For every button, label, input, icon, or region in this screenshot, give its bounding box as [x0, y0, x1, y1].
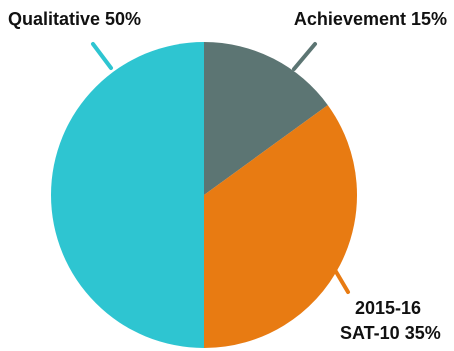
label-achievement: Achievement 15% [294, 9, 447, 29]
pie-slice-qualitative [51, 42, 204, 348]
leader-line-qualitative [91, 42, 113, 70]
pie-slice-achievement [204, 42, 328, 195]
label-sat10-line2: SAT-10 35% [340, 323, 441, 343]
pie-slice-2015-16-sat-10 [204, 105, 357, 349]
pie-slices [51, 42, 357, 349]
label-qualitative: Qualitative 50% [8, 9, 141, 29]
label-sat10-line1: 2015-16 [355, 298, 421, 318]
slice-labels: Qualitative 50% Achievement 15% 2015-16 … [8, 9, 447, 343]
leader-line-achievement [292, 42, 317, 71]
leader-lines [91, 42, 350, 294]
leader-line-sat10 [333, 268, 350, 294]
